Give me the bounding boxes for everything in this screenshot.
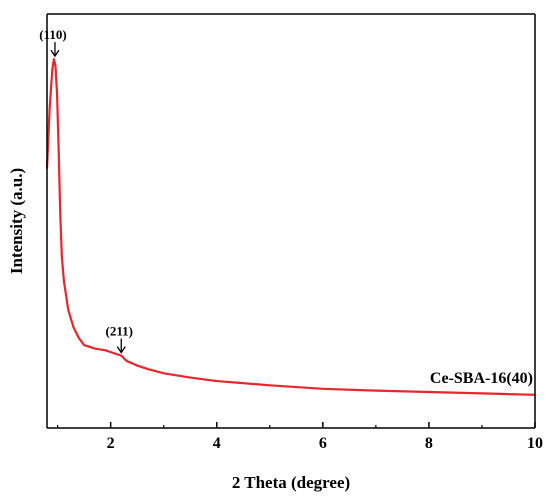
data-point	[136, 364, 138, 367]
data-point	[215, 380, 218, 382]
data-point	[93, 347, 96, 350]
x-tick-label: 6	[319, 435, 327, 452]
data-point	[375, 389, 377, 392]
annotation-arrowhead	[50, 49, 60, 58]
data-point	[428, 391, 430, 393]
series-label: Ce-SBA-16(40)	[430, 370, 533, 387]
x-tick-label: 10	[527, 435, 543, 452]
data-point	[72, 326, 75, 329]
data-point	[67, 308, 70, 311]
data-point	[104, 349, 107, 352]
x-tick-label: 4	[213, 435, 221, 452]
data-point	[268, 384, 271, 387]
data-point	[59, 213, 62, 216]
x-ticks: 2 4 6 8 10	[57, 422, 543, 452]
y-axis-title: Intensity (a.u.)	[7, 168, 26, 274]
data-point	[322, 388, 324, 390]
data-point	[83, 344, 85, 346]
data-point	[115, 353, 117, 355]
data-point	[125, 360, 128, 362]
data-point	[146, 368, 149, 370]
plot-area	[45, 58, 536, 396]
data-point	[120, 354, 123, 357]
data-point	[78, 337, 80, 339]
peak-label: (110)	[39, 27, 66, 42]
annotation-arrowhead	[116, 346, 126, 354]
data-point	[54, 65, 57, 67]
peak-annotations: (110) (211)	[39, 27, 133, 354]
data-point	[65, 294, 67, 297]
peak-label: (211)	[106, 324, 133, 339]
data-point	[162, 372, 165, 375]
data-point	[189, 376, 192, 379]
x-tick-label: 2	[107, 435, 115, 452]
data-point	[51, 68, 54, 71]
data-point	[56, 93, 58, 96]
data-point	[61, 255, 63, 258]
x-axis-title: 2 Theta (degree)	[232, 473, 350, 492]
series-line	[45, 58, 536, 396]
data-point	[53, 58, 55, 60]
data-point	[57, 150, 60, 152]
data-point	[481, 392, 483, 395]
data-point	[48, 107, 51, 110]
data-point	[63, 280, 65, 283]
x-tick-label: 8	[425, 435, 433, 452]
